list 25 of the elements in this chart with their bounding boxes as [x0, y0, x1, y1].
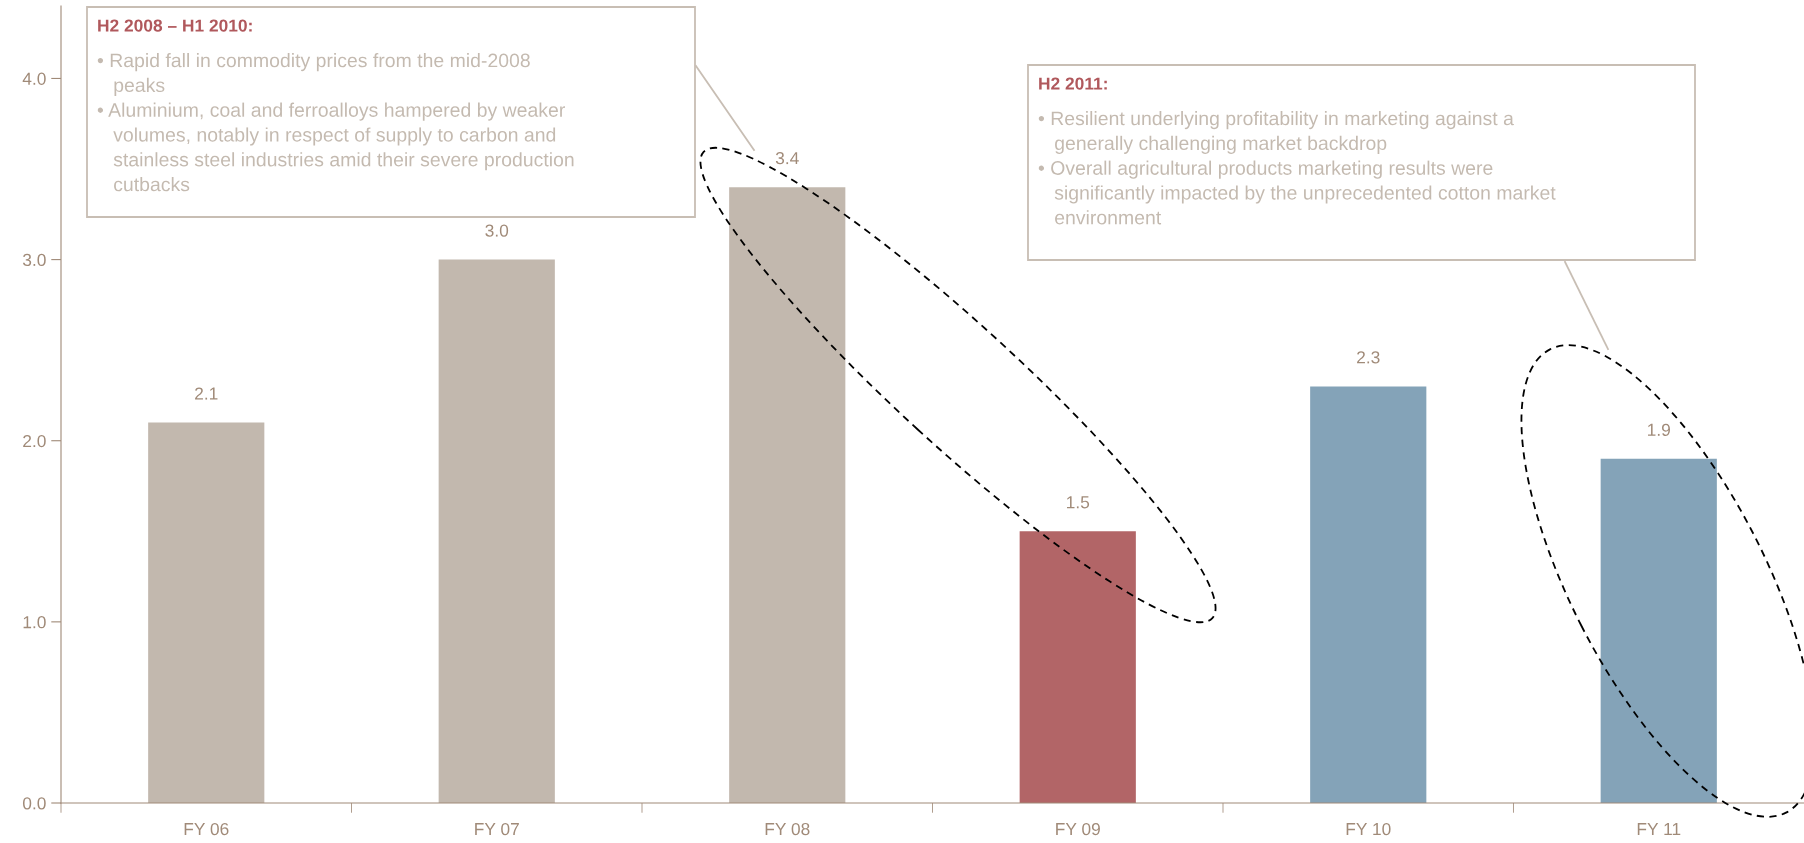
x-tick-label: FY 07 [475, 822, 519, 836]
y-tick-label: 0.0 [22, 797, 46, 810]
x-tick-label: FY 10 [1346, 822, 1391, 836]
y-tick-label: 4.0 [22, 72, 46, 85]
data-label: 3.0 [485, 224, 509, 237]
y-tick-label: 3.0 [22, 253, 46, 267]
x-tick-label: FY 11 [1637, 823, 1681, 836]
text: H2 2011: • Resilient underlying profitability in marketing against a generally challenging market backdrop • Overall agricultural products marketing results were significantly impacted by the unprecedented cotton market environment [1038, 77, 1556, 225]
bar [1019, 531, 1136, 803]
y-tick-label: 1.0 [23, 616, 46, 629]
data-label: 2.3 [1357, 351, 1380, 364]
bar [438, 259, 555, 803]
x-tick-label: FY 08 [765, 822, 810, 836]
text: H2 2008 – H1 2010: • Rapid fall in commodity prices from the mid-2008 peaks • Aluminium, coal and ferroalloys hampered by weaker volumes, notably in respect of supply to carbon and stainless steel industries amid their severe production cutbacks [97, 19, 574, 192]
bar [148, 422, 265, 803]
data-label: 1.5 [1067, 496, 1090, 509]
y-tick-label: 2.0 [23, 434, 46, 448]
x-tick-label: FY 06 [184, 822, 229, 836]
data-label: 1.9 [1648, 423, 1670, 436]
data-label: 2.1 [195, 387, 218, 400]
bar [1600, 458, 1717, 803]
x-tick-label: FY 09 [1056, 822, 1100, 836]
data-label: 3.4 [775, 151, 799, 165]
bar [729, 187, 846, 803]
bar [1310, 386, 1427, 803]
